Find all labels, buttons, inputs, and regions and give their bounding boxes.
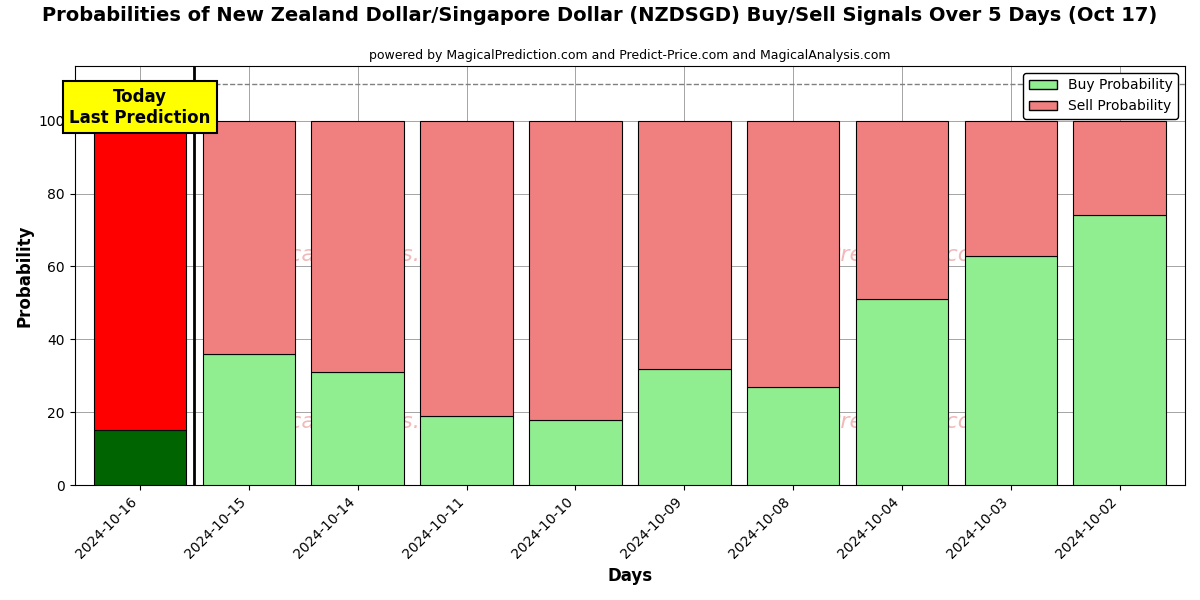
Bar [203,121,295,354]
Bar [420,416,512,485]
Bar [965,121,1057,256]
Text: MagicIPrediction.com: MagicIPrediction.com [755,245,994,265]
Text: MagicalAnalysis.com: MagicalAnalysis.com [236,412,468,432]
Bar [529,121,622,419]
Y-axis label: Probability: Probability [16,224,34,327]
Bar [312,121,404,372]
Bar [856,299,948,485]
Title: powered by MagicalPrediction.com and Predict-Price.com and MagicalAnalysis.com: powered by MagicalPrediction.com and Pre… [370,49,890,62]
Bar [420,121,512,416]
Bar [1074,121,1166,215]
Bar [856,121,948,299]
Bar [94,430,186,485]
Bar [203,354,295,485]
Legend: Buy Probability, Sell Probability: Buy Probability, Sell Probability [1024,73,1178,119]
Bar [529,419,622,485]
Text: Probabilities of New Zealand Dollar/Singapore Dollar (NZDSGD) Buy/Sell Signals O: Probabilities of New Zealand Dollar/Sing… [42,6,1158,25]
Text: Today
Last Prediction: Today Last Prediction [70,88,211,127]
Bar [746,121,839,387]
Bar [1074,215,1166,485]
Bar [746,387,839,485]
Text: MagicalAnalysis.com: MagicalAnalysis.com [236,245,468,265]
Bar [94,121,186,430]
Text: MagicIPrediction.com: MagicIPrediction.com [755,412,994,432]
Bar [638,368,731,485]
Bar [965,256,1057,485]
Bar [312,372,404,485]
Bar [638,121,731,368]
X-axis label: Days: Days [607,567,653,585]
